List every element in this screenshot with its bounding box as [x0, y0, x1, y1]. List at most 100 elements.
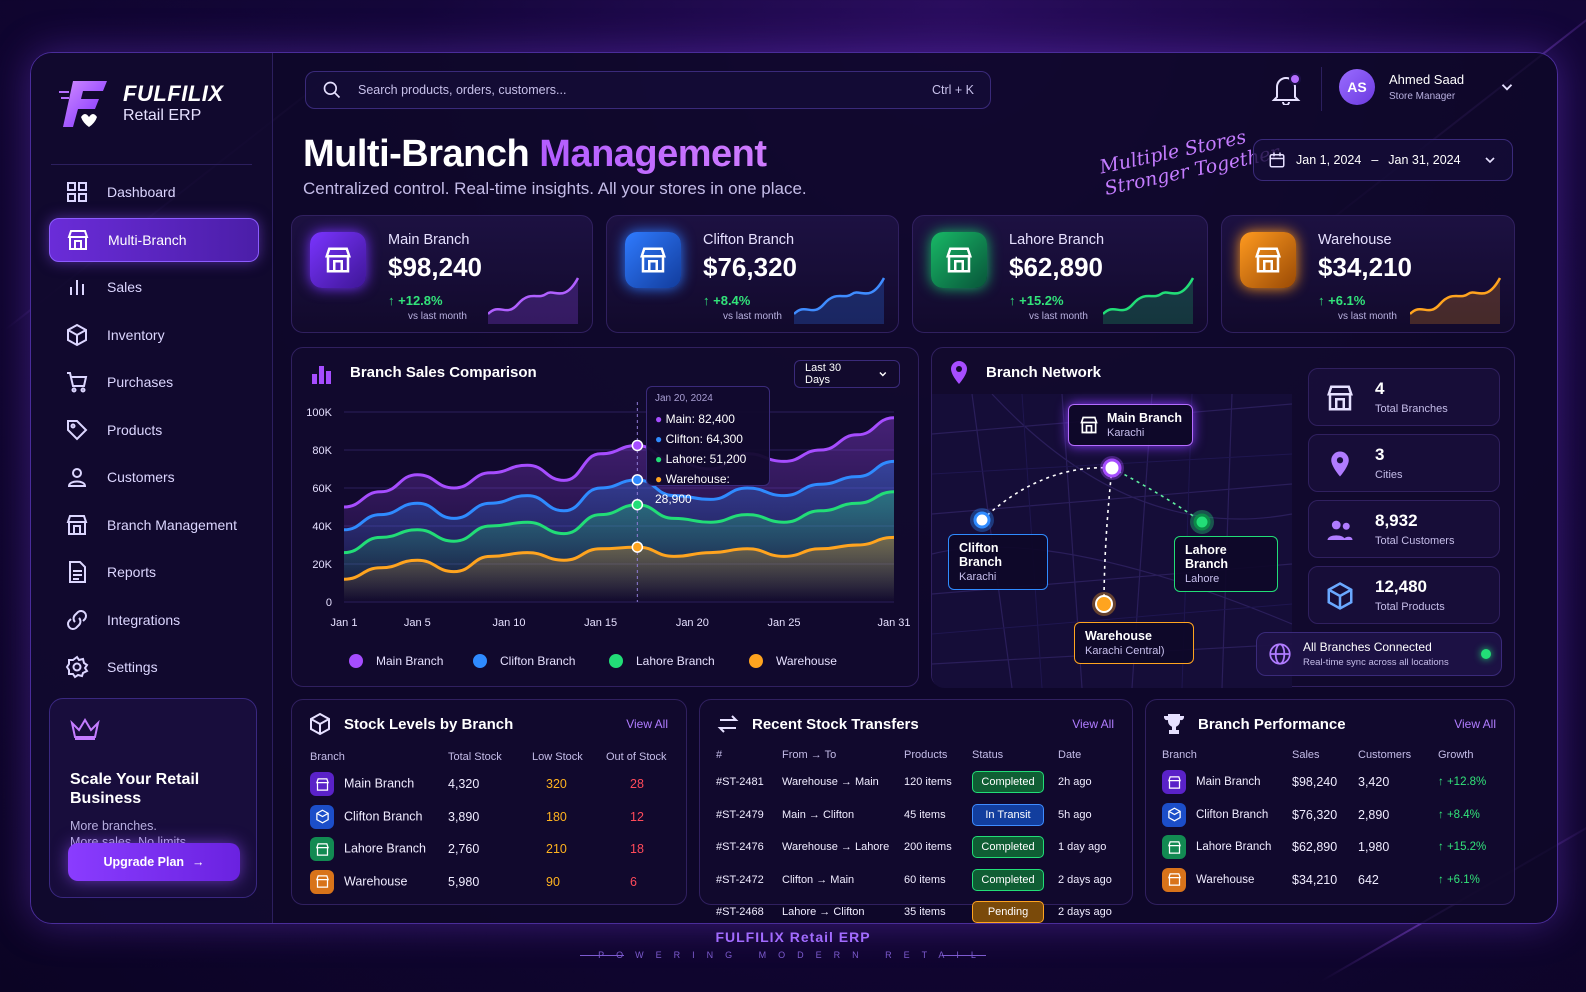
stat-label: Total Branches	[1375, 403, 1448, 415]
date-range-picker[interactable]: Jan 1, 2024 – Jan 31, 2024	[1253, 139, 1513, 181]
node-name: Warehouse	[1085, 629, 1152, 643]
store-icon	[1327, 385, 1353, 411]
date-from: Jan 1, 2024	[1296, 153, 1362, 167]
series-line	[343, 459, 895, 532]
sidebar-item-integrations[interactable]: Integrations	[49, 598, 259, 642]
transfer-route: Clifton → Main	[782, 873, 855, 886]
sidebar-item-sales[interactable]: Sales	[49, 265, 259, 309]
table-row[interactable]: #ST-2468 Lahore → Clifton 35 items Pending 2…	[716, 896, 1120, 923]
search-input[interactable]: Search products, orders, customers... Ct…	[305, 71, 991, 109]
panel-title: Branch Network	[986, 364, 1102, 381]
store-icon	[310, 869, 334, 894]
stock-levels-panel: Stock Levels by Branch View All Branch To…	[291, 699, 687, 905]
transfer-items: 45 items	[904, 808, 946, 821]
sidebar-item-settings[interactable]: Settings	[49, 645, 259, 689]
range-select-value: Last 30 Days	[805, 362, 842, 386]
transfer-id: #ST-2479	[716, 808, 764, 821]
kpi-card-clifton-branch[interactable]: Clifton Branch $76,320 ↑ +8.4% vs last m…	[606, 215, 899, 333]
online-dot	[1481, 649, 1491, 659]
y-tick-label: 100K	[306, 407, 332, 419]
branch-customers: 3,420	[1358, 775, 1390, 790]
kpi-card-main-branch[interactable]: Main Branch $98,240 ↑ +12.8% vs last mon…	[291, 215, 593, 333]
chart-tooltip: Jan 20, 2024 ● Main: 82,400 ● Clifton: 6…	[646, 386, 770, 506]
table-row[interactable]: Warehouse 5,980 90 6	[310, 866, 672, 899]
upgrade-plan-button[interactable]: Upgrade Plan →	[68, 843, 240, 881]
table-row[interactable]: Main Branch 4,320 320 28	[310, 768, 672, 801]
transfer-route: Lahore → Clifton	[782, 906, 865, 919]
sidebar-item-products[interactable]: Products	[49, 408, 259, 452]
table-row[interactable]: Lahore Branch 2,760 210 18	[310, 833, 672, 866]
store-icon	[1162, 867, 1186, 892]
avatar: AS	[1339, 69, 1375, 105]
table-row[interactable]: Clifton Branch 3,890 180 12	[310, 801, 672, 834]
box-icon	[310, 804, 334, 829]
transfer-id: #ST-2468	[716, 906, 764, 919]
view-all-link[interactable]: View All	[1454, 717, 1496, 731]
page-subtitle: Centralized control. Real-time insights.…	[303, 179, 807, 198]
branch-growth: +6.1%	[1446, 873, 1480, 886]
legend-swatch	[609, 654, 623, 668]
col-header: #	[716, 749, 723, 761]
transfers-table: # From → To Products Status Date #ST-2481 War…	[716, 744, 1120, 923]
x-tick-label: Jan 1	[331, 617, 358, 629]
transfer-route: Main → Clifton	[782, 808, 855, 821]
chevron-down-icon	[1485, 157, 1495, 164]
sidebar-item-dashboard[interactable]: Dashboard	[49, 170, 259, 214]
kpi-name: Clifton Branch	[703, 232, 795, 248]
sidebar-item-label: Inventory	[107, 326, 165, 343]
bell-icon[interactable]	[1271, 73, 1301, 105]
table-row[interactable]: #ST-2472 Clifton → Main 60 items Completed 2…	[716, 864, 1120, 897]
col-header: Branch	[1162, 749, 1197, 761]
x-tick-label: Jan 20	[676, 617, 709, 629]
kpi-change: +6.1%	[1328, 293, 1366, 308]
transfer-items: 35 items	[904, 906, 946, 919]
table-row[interactable]: #ST-2481 Warehouse → Main 120 items Complet…	[716, 766, 1120, 799]
view-all-link[interactable]: View All	[626, 717, 668, 731]
map-node-main-branch[interactable]: Main Branch Karachi	[1068, 404, 1194, 446]
kpi-card-lahore-branch[interactable]: Lahore Branch $62,890 ↑ +15.2% vs last m…	[912, 215, 1208, 333]
tagline: Multiple Stores Stronger Together	[1069, 120, 1282, 206]
sidebar-item-customers[interactable]: Customers	[49, 455, 259, 499]
tooltip-row: Main: 82,400	[665, 412, 735, 426]
stat-value: 4	[1375, 379, 1385, 398]
box-icon	[310, 712, 330, 736]
table-row[interactable]: #ST-2476 Warehouse → Lahore 200 items Compl…	[716, 831, 1120, 864]
search-icon	[323, 81, 341, 99]
brand-logo[interactable]: FULFILIX Retail ERP	[59, 75, 224, 131]
range-select[interactable]: Last 30 Days	[794, 360, 900, 388]
crown-icon	[70, 718, 100, 740]
view-all-link[interactable]: View All	[1072, 717, 1114, 731]
tooltip-row: Warehouse: 28,900	[655, 472, 730, 506]
map-node-clifton-branch[interactable]: Clifton Branch Karachi	[948, 534, 1048, 590]
table-row[interactable]: Lahore Branch $62,890 1,980 ↑ +15.2%	[1162, 831, 1502, 864]
sidebar-item-branch-management[interactable]: Branch Management	[49, 503, 259, 547]
stat-cities: 3 Cities	[1308, 434, 1500, 492]
branch-customers: 2,890	[1358, 807, 1390, 822]
store-icon	[67, 229, 89, 250]
table-row[interactable]: Main Branch $98,240 3,420 ↑ +12.8%	[1162, 766, 1502, 799]
store-icon	[1080, 416, 1098, 434]
sidebar-item-multi-branch[interactable]: Multi-Branch	[49, 217, 259, 262]
link-icon	[67, 609, 87, 630]
branch-performance-panel: Branch Performance View All Branch Sales C…	[1145, 699, 1515, 905]
footer-divider	[580, 955, 624, 956]
user-menu[interactable]: AS Ahmed Saad Store Manager	[1339, 69, 1516, 105]
sparkline	[794, 277, 886, 324]
kpi-change: +15.2%	[1019, 293, 1064, 308]
table-row[interactable]: Warehouse $34,210 642 ↑ +6.1%	[1162, 864, 1502, 897]
map-node-lahore-branch[interactable]: Lahore Branch Lahore	[1174, 536, 1278, 592]
series-area	[344, 537, 894, 602]
page-title: Multi-Branch Management	[303, 133, 767, 176]
bar-chart-icon	[312, 366, 331, 384]
kpi-card-warehouse[interactable]: Warehouse $34,210 ↑ +6.1% vs last month	[1221, 215, 1515, 333]
table-row[interactable]: Clifton Branch $76,320 2,890 ↑ +8.4%	[1162, 799, 1502, 832]
table-row[interactable]: #ST-2479 Main → Clifton 45 items In Transit…	[716, 799, 1120, 832]
box-icon	[1327, 582, 1353, 610]
map-node-warehouse[interactable]: Warehouse Karachi Central)	[1074, 622, 1194, 664]
transfer-id: #ST-2481	[716, 776, 764, 789]
stock-table: Branch Total Stock Low Stock Out of Stock M…	[310, 746, 672, 898]
sidebar-item-purchases[interactable]: Purchases	[49, 360, 259, 404]
sidebar-item-reports[interactable]: Reports	[49, 550, 259, 594]
sidebar-item-inventory[interactable]: Inventory	[49, 313, 259, 357]
out-of-stock: 18	[630, 842, 644, 857]
